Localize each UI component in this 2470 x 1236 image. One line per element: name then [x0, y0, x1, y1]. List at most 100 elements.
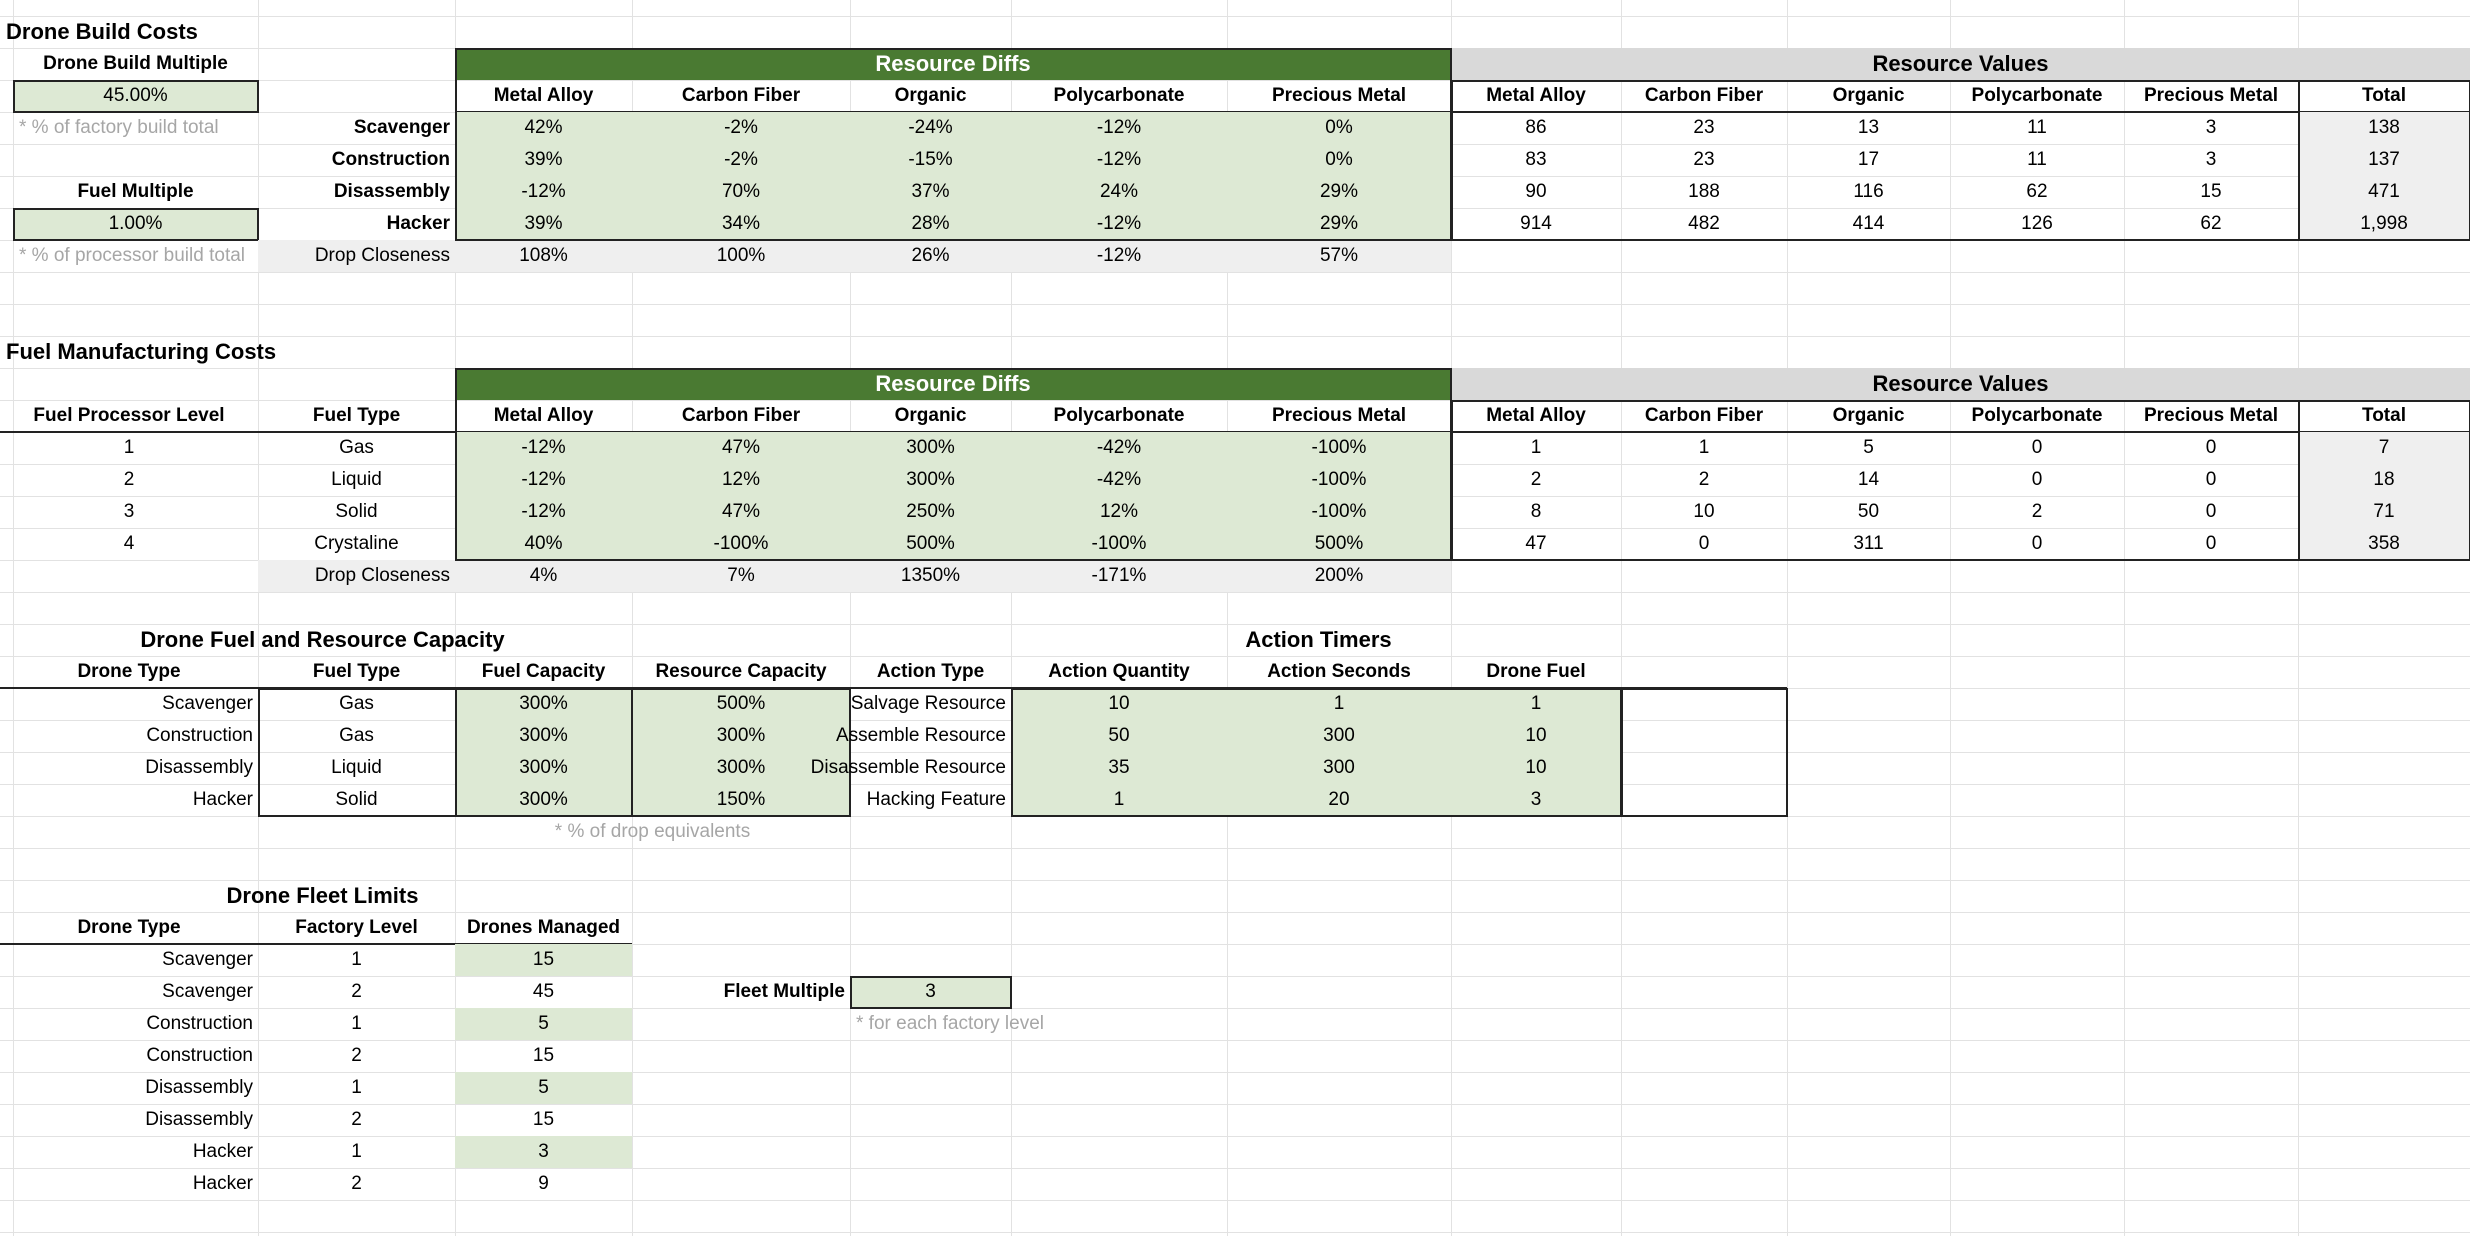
cell-fuel-type[interactable]: Liquid [331, 757, 382, 778]
note-each-factory-level[interactable]: * for each factory level [856, 1013, 1044, 1034]
cell-drop-closeness[interactable]: -12% [1011, 240, 1227, 272]
cell-fuel-type[interactable]: Liquid [331, 469, 382, 490]
cell-drones-managed[interactable]: 3 [455, 1136, 632, 1168]
cell-action-value[interactable]: 20 [1227, 784, 1451, 816]
cell-fuel-processor-level[interactable]: 4 [123, 533, 135, 554]
cell-resource-value[interactable]: 15 [2200, 181, 2222, 202]
input-fuel-multiple[interactable]: 1.00% [13, 208, 258, 240]
cell-resource-diff[interactable]: -42% [1011, 432, 1227, 464]
cell-action-value[interactable]: 35 [1011, 752, 1227, 784]
cell-drone-type[interactable]: Scavenger [162, 981, 253, 1002]
cell-action-value[interactable]: 10 [1011, 688, 1227, 720]
header-resource-diffs[interactable]: Resource Diffs [455, 48, 1451, 80]
cell-drone-type[interactable]: Hacker [192, 789, 253, 810]
cell-resource-diff[interactable]: -12% [1011, 208, 1227, 240]
cell-resource-value[interactable]: 188 [1688, 181, 1720, 202]
cell-drop-closeness[interactable]: 100% [632, 240, 850, 272]
cell-resource-diff[interactable]: 500% [1227, 528, 1451, 560]
cell-resource-value[interactable]: 23 [1693, 117, 1715, 138]
cell-resource-value[interactable]: 0 [2205, 533, 2217, 554]
cell-drop-closeness[interactable]: 57% [1227, 240, 1451, 272]
cell-fuel-processor-level[interactable]: 3 [123, 501, 135, 522]
cell-action-value[interactable]: 1 [1451, 688, 1621, 720]
cell-resource-diff[interactable]: -24% [850, 112, 1011, 144]
column-header-value[interactable]: Carbon Fiber [1644, 405, 1764, 426]
cell-fuel-type[interactable]: Gas [339, 693, 374, 714]
cell-drop-closeness[interactable]: 4% [455, 560, 632, 592]
cell-drones-managed[interactable]: 9 [538, 1173, 549, 1194]
cell-resource-value[interactable]: 83 [1525, 149, 1547, 170]
column-header-value[interactable]: Polycarbonate [1971, 85, 2103, 106]
cell-action-value[interactable]: 300 [1227, 752, 1451, 784]
cell-resource-diff[interactable]: 70% [632, 176, 850, 208]
cell-drone-type[interactable]: Hacker [192, 1173, 253, 1194]
cell-resource-diff[interactable]: 12% [1011, 496, 1227, 528]
cell-action-type[interactable]: Hacking Feature [866, 789, 1006, 810]
cell-resource-capacity[interactable]: 300% [632, 752, 850, 784]
cell-resource-diff[interactable]: -100% [1227, 496, 1451, 528]
column-header-diff[interactable]: Organic [894, 85, 967, 106]
cell-resource-value[interactable]: 1 [1698, 437, 1710, 458]
cell-factory-level[interactable]: 2 [351, 981, 362, 1002]
label-drop-closeness[interactable]: Drop Closeness [258, 240, 455, 272]
column-header-diff[interactable]: Metal Alloy [493, 405, 594, 426]
note-drop-equivalents[interactable]: * % of drop equivalents [554, 821, 751, 842]
column-header-value[interactable]: Total [2362, 85, 2406, 106]
cell-total[interactable]: 1,998 [2298, 208, 2470, 240]
column-header-capacity[interactable]: Fuel Capacity [481, 661, 606, 682]
column-header-action-type[interactable]: Action Type [876, 661, 985, 682]
column-header-diff[interactable]: Polycarbonate [1053, 85, 1185, 106]
cell-resource-value[interactable]: 50 [1857, 501, 1880, 522]
column-header-diff[interactable]: Organic [894, 405, 967, 426]
cell-resource-value[interactable]: 86 [1525, 117, 1547, 138]
cell-factory-level[interactable]: 2 [351, 1109, 362, 1130]
cell-total[interactable]: 7 [2298, 432, 2470, 464]
cell-drop-closeness[interactable]: -171% [1011, 560, 1227, 592]
cell-drone-type[interactable]: Construction [146, 1045, 253, 1066]
cell-drones-managed[interactable]: 45 [532, 981, 555, 1002]
column-header-fuel-type[interactable]: Fuel Type [312, 405, 401, 426]
cell-resource-value[interactable]: 10 [1693, 501, 1715, 522]
cell-drone-type[interactable]: Construction [146, 725, 253, 746]
cell-resource-value[interactable]: 0 [2031, 469, 2043, 490]
cell-total[interactable]: 137 [2298, 144, 2470, 176]
cell-resource-diff[interactable]: 300% [850, 464, 1011, 496]
cell-drop-closeness[interactable]: 1350% [850, 560, 1011, 592]
cell-drones-managed[interactable]: 5 [455, 1008, 632, 1040]
input-drone-build-multiple[interactable]: 45.00% [13, 80, 258, 112]
cell-fuel-type[interactable]: Gas [339, 725, 374, 746]
cell-resource-diff[interactable]: 12% [632, 464, 850, 496]
column-header-value[interactable]: Precious Metal [2143, 405, 2279, 426]
column-header-diff[interactable]: Carbon Fiber [681, 85, 801, 106]
cell-resource-diff[interactable]: -12% [455, 176, 632, 208]
cell-resource-value[interactable]: 116 [1853, 181, 1884, 202]
cell-drone-type[interactable]: Disassembly [145, 1077, 253, 1098]
cell-resource-diff[interactable]: -100% [632, 528, 850, 560]
cell-action-value[interactable]: 10 [1451, 720, 1621, 752]
cell-fuel-processor-level[interactable]: 2 [123, 469, 135, 490]
cell-fuel-capacity[interactable]: 300% [455, 752, 632, 784]
cell-resource-value[interactable]: 62 [2200, 213, 2222, 234]
cell-resource-diff[interactable]: 0% [1227, 112, 1451, 144]
cell-resource-value[interactable]: 11 [2027, 117, 2047, 138]
cell-action-type[interactable]: Assemble Resource [835, 725, 1006, 746]
cell-total[interactable]: 138 [2298, 112, 2470, 144]
cell-drone-type[interactable]: Scavenger [162, 949, 253, 970]
cell-action-type[interactable]: Disassemble Resource [810, 757, 1006, 778]
column-header-factory-level[interactable]: Factory Level [295, 917, 418, 938]
cell-resource-value[interactable]: 62 [2026, 181, 2048, 202]
cell-total[interactable]: 358 [2298, 528, 2470, 560]
note-factory-build-total[interactable]: * % of factory build total [19, 117, 219, 138]
cell-resource-value[interactable]: 1 [1530, 437, 1542, 458]
cell-resource-diff[interactable]: 39% [455, 208, 632, 240]
cell-resource-value[interactable]: 2 [1530, 469, 1542, 490]
cell-action-value[interactable]: 3 [1451, 784, 1621, 816]
section-title-fleet-limits[interactable]: Drone Fleet Limits [226, 883, 419, 908]
cell-resource-value[interactable]: 0 [1698, 533, 1710, 554]
cell-resource-diff[interactable]: 24% [1011, 176, 1227, 208]
cell-resource-diff[interactable]: 42% [455, 112, 632, 144]
column-header-action[interactable]: Action Seconds [1267, 661, 1411, 682]
cell-resource-diff[interactable]: 0% [1227, 144, 1451, 176]
cell-resource-value[interactable]: 0 [2205, 469, 2217, 490]
cell-resource-diff[interactable]: 47% [632, 432, 850, 464]
